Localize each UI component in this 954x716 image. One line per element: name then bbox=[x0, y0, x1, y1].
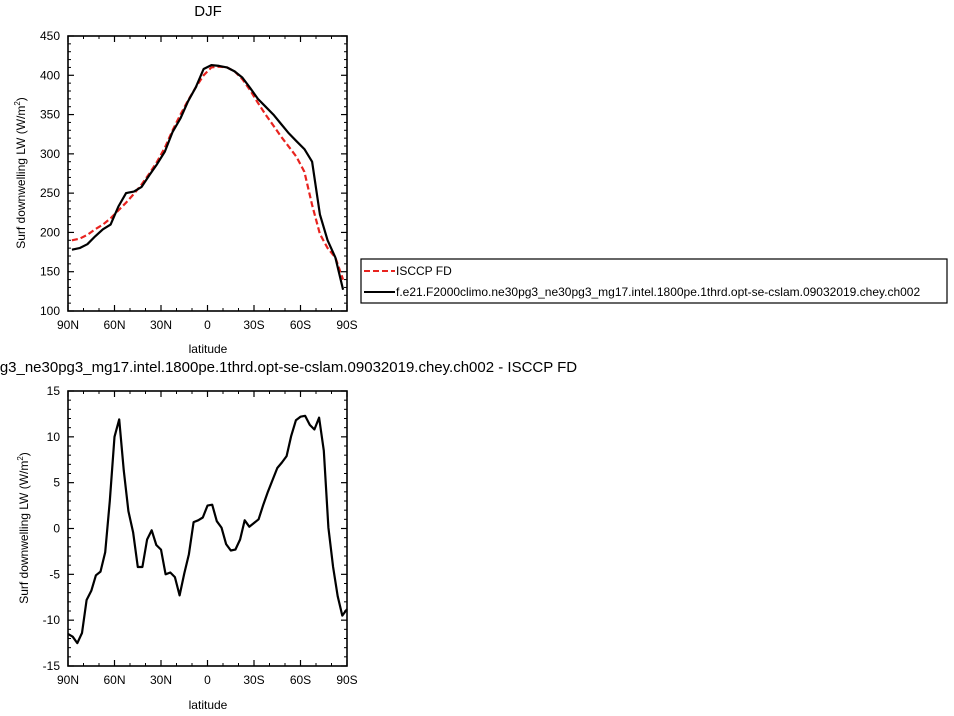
bottom-x-tick-label: 30N bbox=[150, 673, 172, 687]
top-y-tick-label: 250 bbox=[40, 186, 60, 200]
top-y-tick-label: 300 bbox=[40, 147, 60, 161]
top-y-tick-label: 450 bbox=[40, 29, 60, 43]
top-x-tick-label: 60N bbox=[103, 318, 125, 332]
bottom-chart-title: f.e21.F2000climo.ne30pg3_ne30pg3_mg17.in… bbox=[0, 359, 577, 376]
bottom-x-tick-label: 60S bbox=[290, 673, 311, 687]
bottom-x-tick-label: 90S bbox=[336, 673, 357, 687]
top-y-axis-title-close: ) bbox=[14, 97, 28, 101]
top-x-tick-label: 90N bbox=[57, 318, 79, 332]
top-y-tick-label: 100 bbox=[40, 304, 60, 318]
bottom-y-axis-title-sup: 2 bbox=[16, 456, 25, 461]
top-y-tick-label: 350 bbox=[40, 108, 60, 122]
bottom-x-tick-label: 30S bbox=[243, 673, 264, 687]
bottom-x-tick-label: 0 bbox=[204, 673, 211, 687]
bottom-series-line-0 bbox=[67, 414, 348, 645]
top-y-axis-title-sup: 2 bbox=[13, 101, 22, 106]
bottom-plot-series bbox=[67, 414, 348, 645]
bottom-x-tick-label: 60N bbox=[103, 673, 125, 687]
bottom-y-tick-label: -5 bbox=[49, 567, 60, 581]
bottom-y-tick-label: -15 bbox=[43, 659, 61, 673]
legend-box bbox=[360, 258, 948, 304]
top-y-tick-label: 400 bbox=[40, 68, 60, 82]
top-plot-series bbox=[71, 63, 345, 291]
top-x-axis-title: latitude bbox=[189, 342, 228, 356]
top-chart-title: DJF bbox=[194, 3, 222, 20]
bottom-y-tick-label: -10 bbox=[43, 613, 61, 627]
legend-label-model: f.e21.F2000climo.ne30pg3_ne30pg3_mg17.in… bbox=[396, 285, 920, 299]
top-y-axis-title: Surf downwelling LW (W/m2) bbox=[13, 97, 28, 249]
bottom-y-axis-title-close: ) bbox=[17, 452, 31, 456]
top-x-tick-label: 60S bbox=[290, 318, 311, 332]
bottom-y-tick-label: 0 bbox=[53, 522, 60, 536]
legend: ISCCP FD f.e21.F2000climo.ne30pg3_ne30pg… bbox=[360, 258, 948, 304]
legend-label-isccp: ISCCP FD bbox=[396, 264, 452, 278]
bottom-y-axis-title: Surf downwelling LW (W/m2) bbox=[16, 452, 31, 604]
top-x-tick-label: 30N bbox=[150, 318, 172, 332]
top-series-line-1 bbox=[71, 63, 345, 291]
top-axes: 90N 60N 30N 0 30S 60S 90S 100 150 200 250 300 350 400… bbox=[40, 29, 358, 332]
top-y-axis-title-main: Surf downwelling LW (W/m bbox=[14, 106, 28, 249]
bottom-panel: f.e21.F2000climo.ne30pg3_ne30pg3_mg17.in… bbox=[0, 359, 577, 712]
top-x-tick-label: 90S bbox=[336, 318, 357, 332]
bottom-y-axis-title-main: Surf downwelling LW (W/m bbox=[17, 461, 31, 604]
top-x-tick-label: 0 bbox=[204, 318, 211, 332]
bottom-axes: 90N 60N 30N 0 30S 60S 90S -15 -10 -5 0 5 10 15 bbox=[43, 384, 358, 687]
top-y-tick-label: 200 bbox=[40, 225, 60, 239]
top-panel: DJF 90N 60N 30N 0 30S 60S 90S 100 150 200 250 300 35… bbox=[13, 3, 358, 356]
bottom-x-tick-label: 90N bbox=[57, 673, 79, 687]
bottom-y-tick-label: 10 bbox=[47, 430, 61, 444]
top-y-tick-label: 150 bbox=[40, 265, 60, 279]
top-series-line-0 bbox=[71, 65, 345, 280]
bottom-y-tick-label: 5 bbox=[53, 476, 60, 490]
bottom-plot-frame bbox=[67, 390, 348, 667]
bottom-x-axis-title: latitude bbox=[189, 698, 228, 712]
top-x-tick-label: 30S bbox=[243, 318, 264, 332]
top-plot-frame bbox=[67, 35, 348, 312]
bottom-y-tick-label: 15 bbox=[47, 384, 61, 398]
